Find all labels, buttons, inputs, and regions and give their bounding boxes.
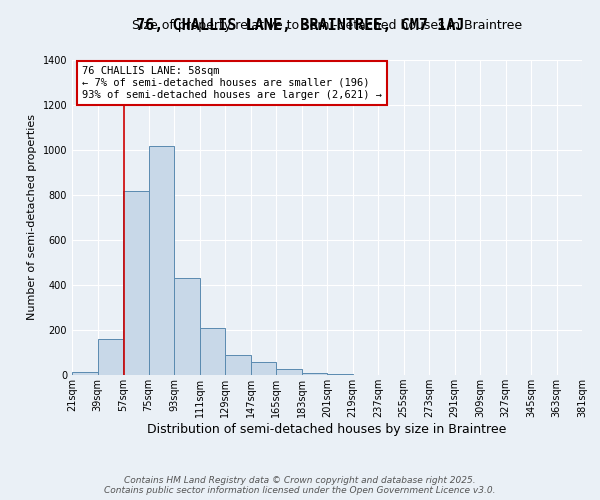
Bar xyxy=(276,370,302,375)
Title: Size of property relative to semi-detached houses in Braintree: Size of property relative to semi-detach… xyxy=(132,20,522,32)
Bar xyxy=(72,372,97,375)
X-axis label: Distribution of semi-detached houses by size in Braintree: Distribution of semi-detached houses by … xyxy=(148,423,506,436)
Text: 76, CHALLIS LANE, BRAINTREE, CM7 1AJ: 76, CHALLIS LANE, BRAINTREE, CM7 1AJ xyxy=(136,18,464,32)
Text: 76 CHALLIS LANE: 58sqm
← 7% of semi-detached houses are smaller (196)
93% of sem: 76 CHALLIS LANE: 58sqm ← 7% of semi-deta… xyxy=(82,66,382,100)
Bar xyxy=(174,278,199,375)
Bar xyxy=(225,355,251,375)
Bar xyxy=(327,374,353,375)
Bar xyxy=(302,373,327,375)
Bar xyxy=(251,362,276,375)
Bar xyxy=(123,190,149,375)
Y-axis label: Number of semi-detached properties: Number of semi-detached properties xyxy=(27,114,37,320)
Bar xyxy=(199,328,225,375)
Bar xyxy=(97,339,123,375)
Bar xyxy=(149,146,174,375)
Text: Contains HM Land Registry data © Crown copyright and database right 2025.
Contai: Contains HM Land Registry data © Crown c… xyxy=(104,476,496,495)
